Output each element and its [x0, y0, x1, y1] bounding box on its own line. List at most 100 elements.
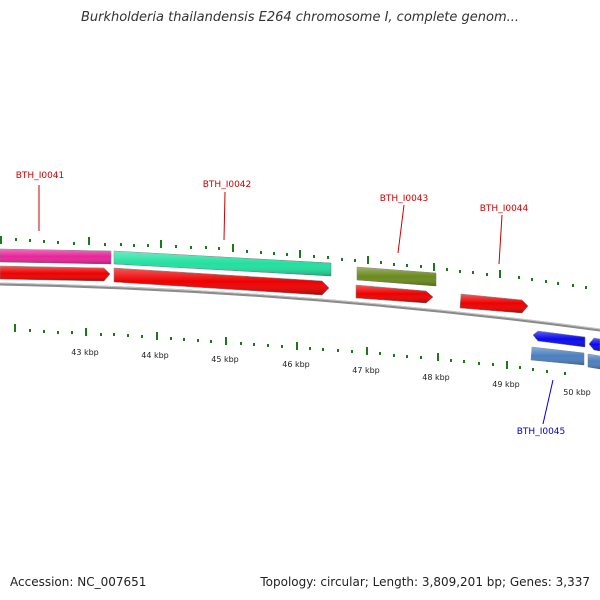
tick-mark-outer-8	[120, 243, 122, 246]
tick-mark-outer-18	[260, 251, 262, 254]
tick-mark-outer-40	[557, 282, 559, 285]
tick-mark-inner-8	[127, 334, 129, 337]
tick-mark-inner-17	[253, 343, 255, 346]
feature-red-3-shading	[356, 285, 433, 303]
tick-mark-outer-34	[472, 271, 474, 274]
feature-red-4-shading	[460, 294, 528, 313]
gene-labels: BTH_I0041 BTH_I0042 BTH_I0043 BTH_I0044 BTH_…	[16, 171, 566, 437]
tick-mark-inner-39	[564, 372, 566, 375]
label-leader-lines	[38, 185, 554, 425]
tick-mark-outer-28	[393, 263, 395, 266]
kbp-label-3: 46 kbp	[282, 360, 310, 369]
feature-olive-upper-shading	[357, 267, 436, 286]
tick-mark-inner-2	[43, 330, 45, 333]
tick-mark-outer-6	[88, 237, 90, 245]
tick-mark-outer-2	[29, 239, 31, 242]
feature-red-1-shading	[0, 266, 110, 281]
tick-mark-outer-3	[43, 240, 45, 243]
gene-label-0[interactable]: BTH_I0041	[16, 171, 65, 181]
accession-text: Accession: NC_007651	[10, 575, 147, 589]
tick-mark-outer-35	[486, 273, 488, 276]
genome-summary-text: Topology: circular; Length: 3,809,201 bp…	[260, 575, 590, 589]
tick-mark-inner-38	[546, 370, 548, 373]
tick-mark-inner-5	[85, 328, 87, 336]
feature-red-2-shading	[114, 268, 329, 295]
tick-mark-outer-11	[160, 240, 162, 248]
leader-line-4	[542, 379, 554, 425]
tick-mark-inner-19	[281, 345, 283, 348]
tick-mark-inner-10	[156, 332, 158, 340]
tick-mark-inner-6	[100, 333, 102, 336]
tick-mark-outer-42	[585, 286, 587, 289]
tick-mark-inner-34	[492, 363, 494, 366]
gene-label-3[interactable]: BTH_I0044	[480, 204, 529, 214]
tick-mark-outer-19	[273, 252, 275, 255]
tick-mark-outer-36	[499, 270, 501, 278]
tick-mark-inner-28	[406, 355, 408, 358]
tick-mark-outer-12	[175, 245, 177, 248]
tick-mark-outer-32	[446, 268, 448, 271]
tick-mark-inner-25	[366, 347, 368, 355]
tick-mark-outer-37	[518, 276, 520, 279]
tick-mark-inner-7	[113, 333, 115, 336]
tick-mark-outer-0	[0, 236, 2, 244]
tick-mark-inner-29	[420, 356, 422, 359]
feature-steelblue-1-shading	[531, 347, 584, 365]
gene-label-4[interactable]: BTH_I0045	[517, 427, 566, 437]
tick-mark-inner-1	[29, 329, 31, 332]
feature-blue-1-shading	[533, 331, 585, 347]
tick-mark-inner-4	[71, 331, 73, 334]
tick-mark-inner-30	[437, 353, 439, 361]
tick-mark-inner-33	[478, 362, 480, 365]
gene-label-2[interactable]: BTH_I0043	[380, 194, 429, 204]
tick-mark-inner-22	[322, 348, 324, 351]
tick-mark-outer-24	[341, 258, 343, 261]
tick-mark-outer-13	[190, 246, 192, 249]
genome-backbone-highlight	[0, 282, 600, 330]
tick-mark-outer-31	[433, 263, 435, 271]
gene-label-1[interactable]: BTH_I0042	[203, 180, 252, 190]
kbp-label-6: 49 kbp	[492, 380, 520, 389]
tick-mark-inner-15	[225, 337, 227, 345]
tick-mark-inner-3	[57, 331, 59, 334]
tick-mark-outer-41	[572, 284, 574, 287]
tick-mark-outer-30	[420, 265, 422, 268]
tick-mark-outer-9	[133, 244, 135, 247]
tick-mark-outer-23	[327, 256, 329, 259]
tick-mark-inner-32	[463, 360, 465, 363]
tick-mark-inner-11	[170, 337, 172, 340]
tick-mark-inner-36	[519, 366, 521, 369]
leader-line-1	[223, 191, 226, 241]
kbp-label-4: 47 kbp	[352, 366, 380, 375]
tick-mark-outer-39	[545, 280, 547, 283]
tick-mark-inner-23	[337, 349, 339, 352]
inner-tick-track	[14, 324, 566, 375]
kbp-label-2: 45 kbp	[211, 355, 239, 364]
tick-mark-inner-13	[197, 339, 199, 342]
kbp-label-5: 48 kbp	[422, 373, 450, 382]
feature-steelblue-2-shading	[588, 354, 600, 369]
tick-mark-inner-24	[351, 350, 353, 353]
tick-mark-inner-37	[532, 368, 534, 371]
kbp-scale-labels: 43 kbp 44 kbp 45 kbp 46 kbp 47 kbp 48 kbp 49 k…	[71, 348, 591, 397]
tick-mark-outer-10	[147, 244, 149, 247]
tick-mark-outer-27	[380, 261, 382, 264]
tick-mark-outer-1	[15, 238, 17, 241]
tick-mark-outer-21	[299, 250, 301, 258]
tick-mark-outer-4	[57, 241, 59, 244]
leader-line-2	[397, 204, 405, 254]
tick-mark-outer-15	[218, 247, 220, 250]
tick-mark-outer-38	[531, 278, 533, 281]
tick-mark-inner-21	[309, 347, 311, 350]
tick-mark-inner-27	[393, 354, 395, 357]
feature-teal-upper-shading	[114, 251, 331, 276]
genome-backbone	[0, 282, 600, 332]
feature-blue-2-shading	[589, 338, 600, 351]
tick-mark-outer-20	[286, 253, 288, 256]
feature-magenta-upper-shading	[0, 249, 111, 264]
tick-mark-outer-14	[205, 246, 207, 249]
kbp-label-0: 43 kbp	[71, 348, 99, 357]
tick-mark-outer-25	[354, 259, 356, 262]
